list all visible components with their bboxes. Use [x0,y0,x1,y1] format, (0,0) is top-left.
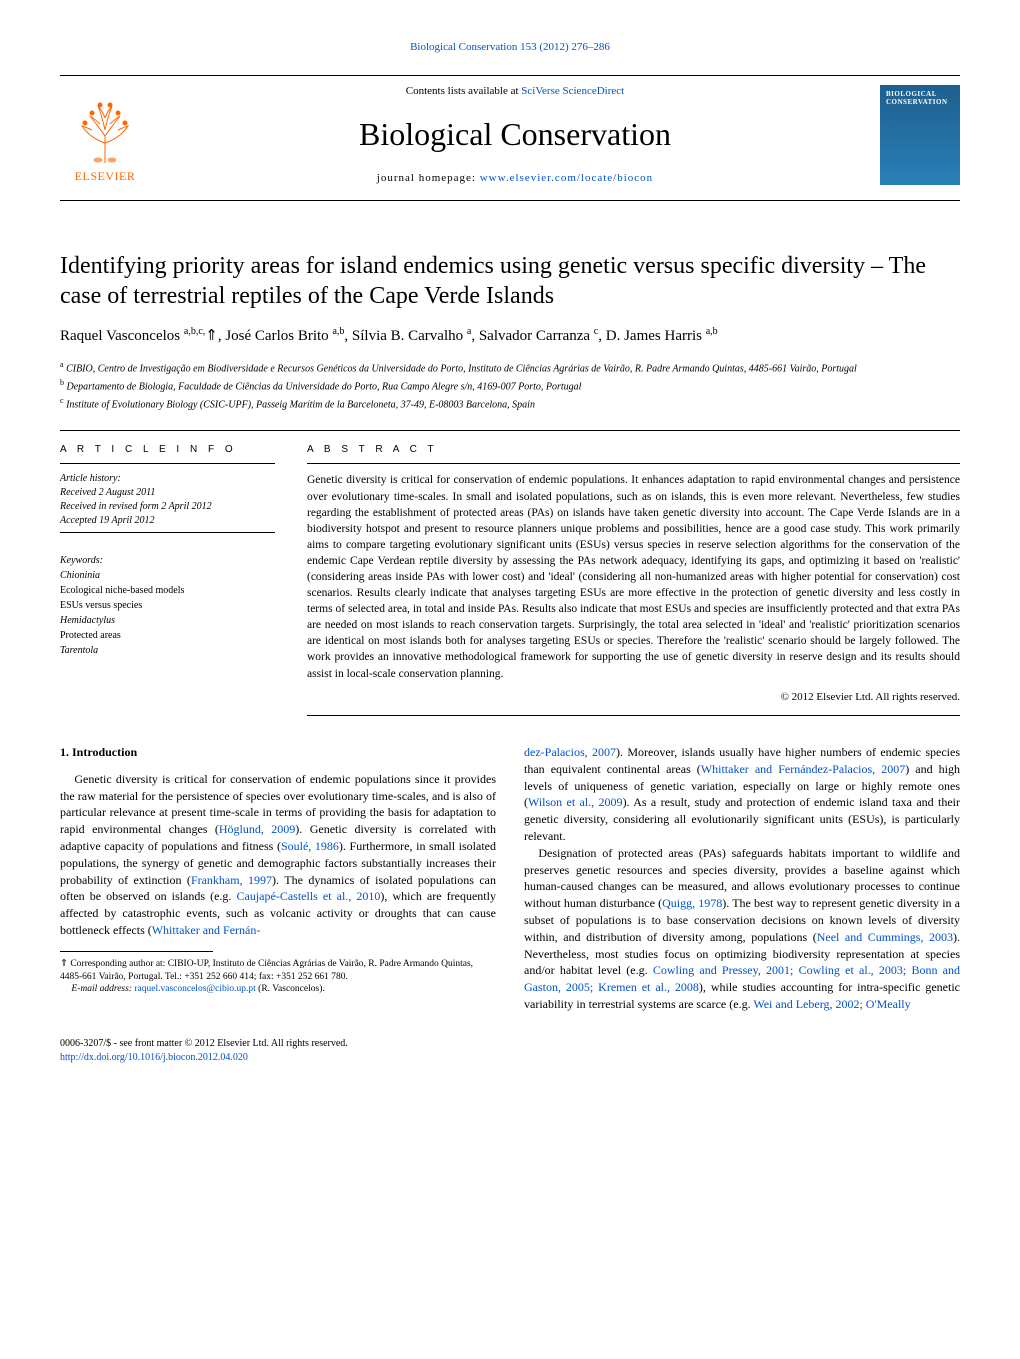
homepage-prefix: journal homepage: [377,172,480,184]
ref-hoglund[interactable]: Höglund, 2009 [219,822,295,836]
body-paragraph-3: Designation of protected areas (PAs) saf… [524,845,960,1013]
article-info-column: A R T I C L E I N F O Article history: R… [60,443,275,716]
ref-whittaker2[interactable]: dez-Palacios, 2007 [524,745,616,759]
affiliations: a CIBIO, Centro de Investigação em Biodi… [60,359,960,412]
article-history: Article history: Received 2 August 2011 … [60,472,275,528]
keyword-5: Tarentola [60,643,275,658]
journal-name: Biological Conservation [150,112,880,157]
abstract-heading: A B S T R A C T [307,443,960,457]
keyword-0: Chioninia [60,568,275,583]
abstract-column: A B S T R A C T Genetic diversity is cri… [307,443,960,716]
ref-soule[interactable]: Soulé, 1986 [281,839,339,853]
elsevier-tree-icon [70,98,140,168]
body-text: 1. Introduction Genetic diversity is cri… [60,744,960,1013]
publisher-logo: ELSEVIER [60,85,150,185]
abstract-separator [307,463,960,464]
info-separator-2 [60,532,275,533]
body-paragraph-1: Genetic diversity is critical for conser… [60,771,496,939]
affiliation-c: c Institute of Evolutionary Biology (CSI… [60,395,960,413]
info-separator [60,463,275,464]
contents-prefix: Contents lists available at [406,85,521,97]
history-received: Received 2 August 2011 [60,486,275,500]
cover-thumb-title: BIOLOGICAL CONSERVATION [886,91,954,106]
footnote-separator [60,951,213,952]
affiliation-a: a CIBIO, Centro de Investigação em Biodi… [60,359,960,377]
info-abstract-row: A R T I C L E I N F O Article history: R… [60,430,960,716]
section-1-heading: 1. Introduction [60,744,496,761]
ref-whittaker1[interactable]: Whittaker and Fernán- [152,923,261,937]
ref-quigg[interactable]: Quigg, 1978 [662,896,722,910]
ref-wilson[interactable]: Wilson et al., 2009 [528,795,623,809]
homepage-link[interactable]: www.elsevier.com/locate/biocon [480,172,653,184]
citation-header: Biological Conservation 153 (2012) 276–2… [60,40,960,55]
keyword-2: ESUs versus species [60,598,275,613]
journal-homepage: journal homepage: www.elsevier.com/locat… [150,171,880,186]
article-title: Identifying priority areas for island en… [60,251,960,311]
contents-line: Contents lists available at SciVerse Sci… [150,84,880,99]
abstract-text: Genetic diversity is critical for conser… [307,472,960,681]
citation-link[interactable]: Biological Conservation 153 (2012) 276–2… [410,41,610,53]
email-suffix: (R. Vasconcelos). [258,984,325,994]
publisher-name: ELSEVIER [75,168,136,185]
doi-link[interactable]: http://dx.doi.org/10.1016/j.biocon.2012.… [60,1052,248,1063]
ref-neel[interactable]: Neel and Cummings, 2003 [817,930,953,944]
ref-wei[interactable]: Wei and Leberg, 2002; O'Meally [753,997,910,1011]
keyword-1: Ecological niche-based models [60,583,275,598]
affiliation-b: b Departamento de Biologia, Faculdade de… [60,377,960,395]
corresponding-email-link[interactable]: raquel.vasconcelos@cibio.up.pt [134,984,255,994]
keywords-block: Keywords: Chioninia Ecological niche-bas… [60,553,275,658]
history-label: Article history: [60,472,275,486]
ref-whittaker3[interactable]: Whittaker and Fernández-Palacios, 2007 [701,762,905,776]
journal-center: Contents lists available at SciVerse Sci… [150,84,880,186]
journal-header-box: ELSEVIER Contents lists available at Sci… [60,75,960,201]
keyword-4: Protected areas [60,628,275,643]
bottom-meta: 0006-3207/$ - see front matter © 2012 El… [60,1037,960,1065]
history-revised: Received in revised form 2 April 2012 [60,500,275,514]
sciencedirect-link[interactable]: SciVerse ScienceDirect [521,85,624,97]
issn-line: 0006-3207/$ - see front matter © 2012 El… [60,1037,960,1051]
body-paragraph-2: dez-Palacios, 2007). Moreover, islands u… [524,744,960,845]
ref-frankham[interactable]: Frankham, 1997 [191,873,272,887]
abstract-copyright: © 2012 Elsevier Ltd. All rights reserved… [307,690,960,705]
corresponding-footnote: ⇑ Corresponding author at: CIBIO-UP, Ins… [60,958,496,996]
abstract-bottom-separator [307,715,960,716]
authors-line: Raquel Vasconcelos a,b,c,⇑, José Carlos … [60,325,960,347]
keywords-label: Keywords: [60,553,275,568]
journal-cover-thumb: BIOLOGICAL CONSERVATION [880,85,960,185]
history-accepted: Accepted 19 April 2012 [60,514,275,528]
keyword-3: Hemidactylus [60,613,275,628]
email-label: E-mail address: [71,984,132,994]
article-info-heading: A R T I C L E I N F O [60,443,275,457]
corresponding-text: Corresponding author at: CIBIO-UP, Insti… [60,959,473,982]
ref-caujape[interactable]: Caujapé-Castells et al., 2010 [237,889,381,903]
